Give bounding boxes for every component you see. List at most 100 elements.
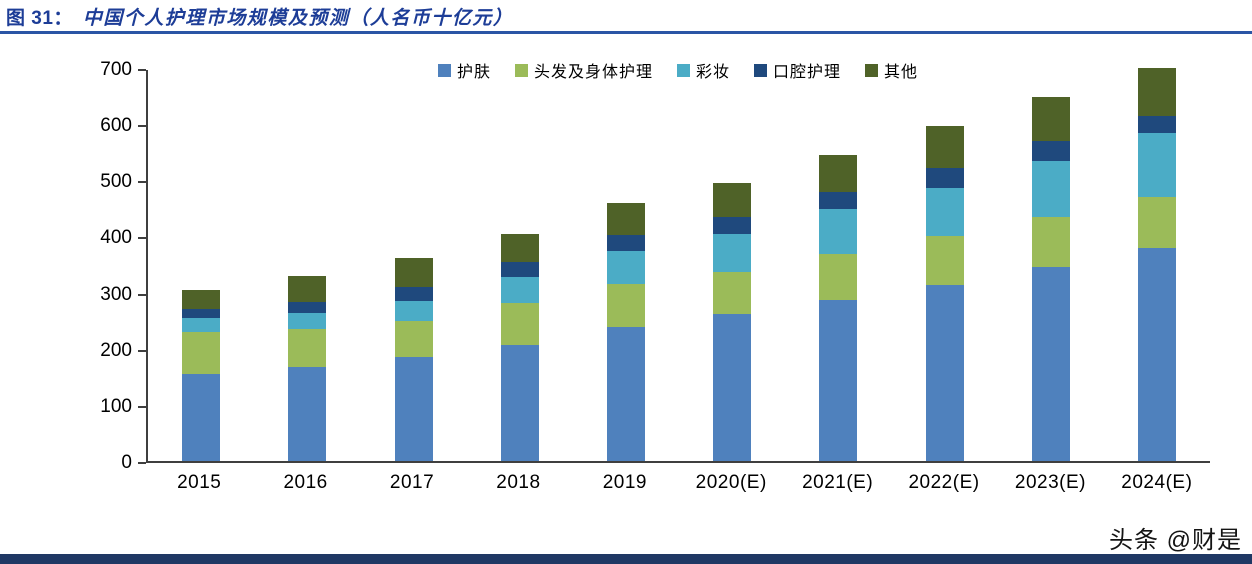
bottom-bar [0,554,1252,564]
bar-segment-护肤 [500,344,539,461]
watermark: 头条 @财是 [1108,527,1242,554]
bar-segment-其他 [925,125,964,168]
y-axis: 0 100 200 300 400 500 600 700 [58,59,132,473]
bar-segment-头发及身体护理 [394,320,433,357]
stacked-bar-2022(E) [925,125,964,461]
bar-cell [467,70,573,461]
legend-swatch [437,63,451,77]
figure-number-label: 图 31： [6,8,73,29]
x-axis-label: 2024(E) [1121,472,1193,493]
bar-cell [679,70,785,461]
bar-segment-彩妆 [288,313,327,330]
bar-segment-头发及身体护理 [713,271,752,314]
y-tick-mark [138,237,146,240]
x-axis-label: 2017 [389,472,435,493]
bar-segment-头发及身体护理 [1031,216,1070,268]
stacked-bar-2015 [182,289,221,461]
bar-segment-护肤 [713,313,752,461]
stacked-bar-2024(E) [1137,68,1176,461]
y-tick-label: 300 [100,283,132,305]
bar-cell [360,70,466,461]
bar-segment-其他 [394,257,433,287]
legend-swatch [676,63,690,77]
stacked-bar-2023(E) [1031,97,1070,461]
bar-segment-彩妆 [713,233,752,272]
bars-container [148,68,1210,461]
bar-segment-口腔护理 [288,302,327,314]
bar-segment-其他 [182,289,221,310]
legend-label: 口腔护理 [773,64,842,81]
bar-segment-彩妆 [1031,160,1070,217]
bar-cell [254,70,360,461]
bar-cell [891,70,997,461]
bar-segment-彩妆 [394,301,433,321]
chart-legend: 护肤 头发及身体护理 彩妆 口腔护理 其他 [146,58,1210,82]
y-tick-mark [138,405,146,408]
bar-cell [1104,68,1210,461]
x-axis-label: 2015 [177,472,222,493]
y-tick-mark [138,69,146,71]
bar-segment-头发及身体护理 [500,302,539,345]
bar-segment-彩妆 [606,250,645,285]
y-tick-label: 0 [121,452,132,473]
bar-segment-口腔护理 [925,167,964,188]
bar-cell [785,70,891,461]
legend-item: 护肤 [437,58,491,82]
bar-segment-口腔护理 [394,286,433,302]
bar-segment-头发及身体护理 [925,236,964,286]
bar-segment-护肤 [925,285,964,461]
bar-segment-护肤 [288,366,327,461]
bar-segment-其他 [1031,97,1070,142]
figure-header: 图 31： 中国个人护理市场规模及预测（人名币十亿元） [6,3,513,30]
bar-segment-其他 [1137,68,1176,116]
x-axis-label: 2019 [602,472,647,493]
stacked-bar-2017 [394,257,433,461]
legend-label: 彩妆 [695,64,730,81]
bar-cell [573,70,679,461]
y-tick-label: 600 [100,115,132,137]
bar-segment-护肤 [819,299,858,461]
stacked-bar-2018 [500,233,539,461]
bar-segment-头发及身体护理 [1137,197,1176,248]
x-axis-label: 2016 [283,472,328,493]
bar-segment-彩妆 [1137,132,1176,198]
stacked-bar-2019 [606,202,645,461]
x-axis: 2015 2016 2017 2018 2019 2020(E) 2021(E) 2022(E… [146,472,1210,494]
bar-segment-护肤 [394,356,433,461]
legend-label: 护肤 [456,64,491,81]
bar-segment-其他 [819,155,858,193]
x-axis-label: 2018 [496,472,541,493]
legend-swatch [514,63,528,77]
y-tick-mark [138,293,146,296]
bar-segment-彩妆 [500,277,539,303]
y-tick-label: 100 [100,395,132,417]
plot-area [138,68,1210,464]
y-tick-label: 400 [100,227,132,249]
legend-swatch [865,63,879,77]
bar-segment-头发及身体护理 [819,253,858,300]
title-underline [0,31,1252,34]
bar-segment-头发及身体护理 [182,331,221,374]
legend-item: 头发及身体护理 [514,58,653,82]
y-tick-mark [138,181,146,184]
bar-segment-口腔护理 [1137,115,1176,133]
bar-segment-护肤 [606,327,645,461]
bar-segment-其他 [606,202,645,235]
bar-segment-护肤 [182,373,221,461]
bar-segment-口腔护理 [1031,141,1070,161]
x-axis-label: 2023(E) [1014,472,1086,493]
bar-segment-其他 [713,183,752,217]
bar-segment-其他 [288,275,327,303]
stacked-bar-2020(E) [713,183,752,461]
bar-segment-护肤 [1137,247,1176,461]
legend-item: 口腔护理 [754,58,841,82]
y-tick-mark [138,349,146,352]
x-axis-label: 2022(E) [908,472,980,493]
bar-segment-彩妆 [925,187,964,237]
y-tick-label: 700 [100,59,132,80]
bar-segment-彩妆 [819,208,858,254]
legend-label: 其他 [884,64,919,81]
legend-swatch [754,63,767,77]
bar-segment-口腔护理 [713,216,752,234]
